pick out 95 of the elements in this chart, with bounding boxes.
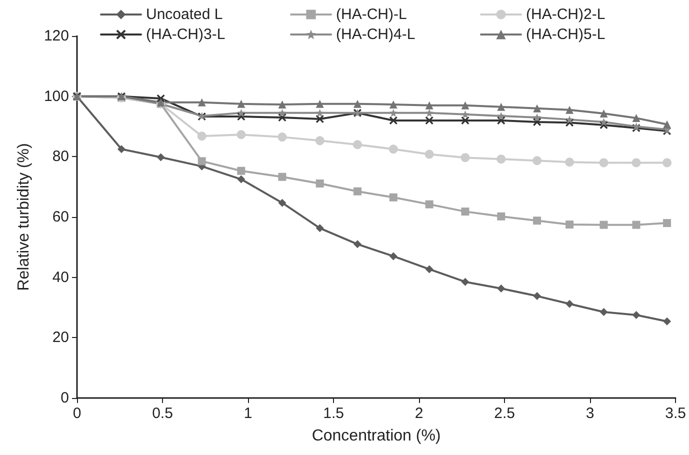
point (156, 153, 165, 162)
point (496, 154, 506, 164)
point (533, 104, 542, 112)
point (497, 102, 506, 111)
point (460, 153, 470, 162)
legend-label: (HA-CH)4-L (336, 26, 416, 43)
point (156, 94, 165, 102)
point (566, 220, 574, 229)
point (198, 98, 206, 106)
point (316, 108, 324, 117)
point (197, 132, 206, 141)
y-tick-label: 20 (52, 329, 69, 346)
point (315, 136, 324, 146)
point (497, 212, 506, 220)
point (566, 300, 574, 308)
x-tick-label: 3 (586, 405, 594, 422)
point (389, 193, 398, 202)
point (497, 112, 506, 120)
legend-label: (HA-CH)-L (336, 6, 407, 23)
y-tick-label: 120 (44, 28, 69, 44)
point (278, 132, 287, 142)
legend-label: (HA-CH)3-L (146, 26, 226, 43)
point (316, 224, 324, 232)
point (237, 108, 246, 117)
point (600, 220, 608, 229)
y-tick-label: 80 (52, 148, 69, 166)
point (632, 158, 641, 168)
point (461, 101, 470, 110)
point (389, 100, 398, 108)
point (389, 252, 398, 260)
point (533, 113, 542, 122)
point (237, 166, 246, 175)
point (533, 216, 542, 225)
point (533, 292, 542, 300)
point (316, 114, 324, 123)
x-tick-label: 1.5 (323, 405, 344, 422)
point (425, 108, 434, 117)
point (316, 100, 324, 108)
x-axis-title: Concentration (%) (312, 428, 441, 444)
point (352, 140, 362, 150)
point (599, 158, 608, 168)
legend-label: (HA-CH)5-L (526, 26, 606, 43)
y-tick-label: 0 (60, 390, 69, 406)
point (663, 120, 672, 128)
x-tick-label: 2.5 (494, 405, 515, 422)
point (425, 116, 434, 124)
point (198, 157, 206, 166)
y-tick-label: 100 (44, 88, 69, 105)
point (532, 156, 542, 166)
point (461, 116, 470, 124)
y-tick-label: 60 (52, 208, 69, 226)
point (353, 187, 362, 196)
point (117, 145, 126, 154)
point (662, 158, 672, 168)
point (278, 198, 286, 207)
legend-label: Uncoated L (146, 6, 223, 23)
point (565, 158, 574, 167)
point (425, 200, 434, 208)
point (389, 116, 398, 124)
point (632, 114, 640, 122)
point (461, 278, 470, 286)
point (461, 110, 470, 118)
point (237, 100, 246, 108)
point (389, 108, 398, 117)
point (388, 144, 398, 154)
legend-label: (HA-CH)2-L (526, 6, 606, 23)
point (600, 110, 608, 118)
x-tick-label: 1 (244, 405, 252, 422)
point (632, 220, 640, 229)
x-tick-label: 0 (72, 405, 82, 422)
point (353, 240, 362, 248)
point (461, 208, 470, 216)
point (566, 116, 574, 124)
point (237, 175, 246, 184)
point (632, 311, 640, 320)
point (236, 130, 246, 140)
x-tick-label: 2 (414, 405, 424, 422)
point (497, 284, 506, 292)
point (316, 180, 324, 188)
point (663, 317, 672, 326)
y-tick-label: 40 (52, 268, 69, 286)
x-tick-label: 0.5 (152, 405, 173, 422)
point (600, 308, 608, 316)
y-axis-title: Relative turbidity (%) (16, 143, 32, 291)
point (278, 172, 286, 181)
point (566, 106, 574, 114)
point (424, 150, 434, 159)
point (663, 219, 672, 228)
point (425, 101, 434, 110)
x-tick-label: 3.5 (665, 405, 686, 422)
point (425, 265, 434, 274)
point (278, 100, 286, 108)
point (353, 100, 362, 108)
point (600, 118, 608, 126)
point (278, 108, 286, 117)
